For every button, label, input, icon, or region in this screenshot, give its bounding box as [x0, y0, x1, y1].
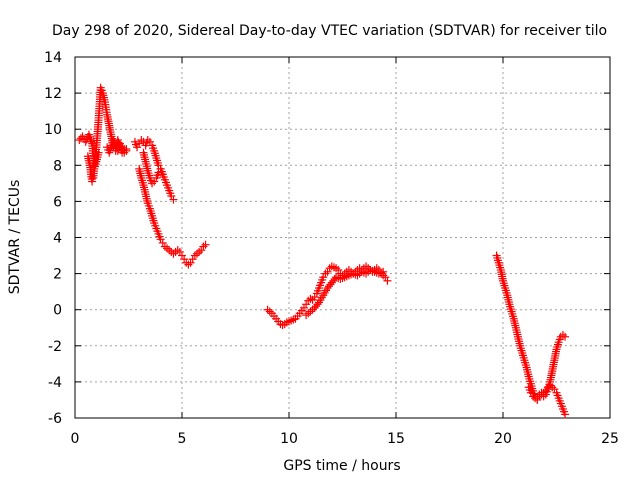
x-tick-label: 0 [71, 431, 80, 447]
data-point [175, 247, 184, 256]
y-tick-label: 8 [53, 158, 62, 174]
series-segment-4-drop [524, 381, 570, 419]
data-point [265, 307, 274, 316]
chart-title: Day 298 of 2020, Sidereal Day-to-day VTE… [52, 23, 607, 39]
y-tick-label: 2 [53, 267, 62, 283]
data-point [188, 255, 197, 264]
data-point [302, 311, 311, 320]
data-point [160, 242, 169, 251]
data-point [313, 300, 322, 309]
data-point [263, 305, 272, 314]
data-point [531, 394, 540, 403]
data-point [180, 255, 189, 264]
data-point [163, 244, 172, 253]
x-tick-label: 25 [601, 431, 619, 447]
y-tick-label: 6 [53, 194, 62, 210]
data-point [561, 332, 570, 341]
x-tick-label: 15 [387, 431, 405, 447]
data-point [381, 273, 390, 282]
data-point [302, 300, 311, 309]
data-point [308, 305, 317, 314]
x-tick-label: 5 [178, 431, 187, 447]
y-tick-label: 4 [53, 231, 62, 247]
series-segment-2-descent [135, 164, 210, 269]
data-series [75, 83, 570, 419]
data-point [192, 249, 201, 258]
y-tick-label: 10 [44, 122, 62, 138]
data-point [94, 148, 103, 157]
data-point [122, 145, 131, 154]
data-point [362, 262, 371, 271]
data-point [287, 316, 296, 325]
data-point [178, 251, 186, 260]
data-point [173, 246, 182, 255]
data-point [304, 296, 313, 305]
series-segment-4 [492, 251, 570, 403]
series-segment-2 [130, 136, 178, 204]
data-point [184, 260, 193, 269]
data-point [190, 251, 199, 260]
data-point [370, 267, 379, 276]
y-axis-label: SDTVAR / TECUs [7, 180, 23, 295]
data-point [186, 258, 195, 267]
series-segment-1-low-branch [83, 148, 103, 186]
data-point [199, 242, 208, 251]
y-tick-label: 0 [53, 303, 62, 319]
data-point [306, 307, 315, 316]
y-tick-label: -2 [48, 339, 62, 355]
data-point [306, 294, 315, 303]
y-tick-label: 14 [44, 50, 62, 66]
data-point [323, 267, 332, 276]
data-point [379, 267, 388, 276]
x-axis-label: GPS time / hours [283, 458, 400, 474]
series-segment-3-lower [302, 265, 388, 320]
series-segment-2-loop [139, 148, 167, 188]
x-tick-label: 10 [280, 431, 298, 447]
data-point [561, 410, 570, 419]
data-point [197, 246, 206, 255]
data-point [383, 276, 392, 285]
y-tick-label: 12 [44, 86, 62, 102]
data-point [165, 246, 174, 255]
data-point [327, 262, 336, 271]
data-point [158, 170, 167, 179]
series-segment-1 [75, 83, 131, 170]
grid [75, 57, 610, 418]
y-tick-label: -6 [48, 411, 62, 427]
series-segment-1-mid-branch [103, 136, 131, 157]
x-tick-label: 20 [494, 431, 512, 447]
axis-ticks: 0 5 10 15 20 25 -6 -4 -2 0 2 4 6 8 10 12 14 [44, 50, 619, 447]
data-point [195, 247, 204, 256]
data-point [201, 240, 210, 249]
data-point [88, 177, 97, 186]
data-point [332, 264, 341, 273]
data-point [169, 249, 178, 258]
y-tick-label: -4 [48, 375, 62, 391]
data-point [169, 195, 178, 204]
